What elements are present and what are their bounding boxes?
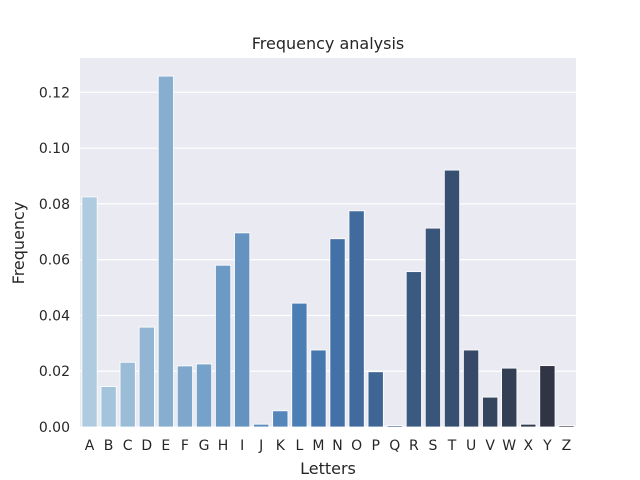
bar-k — [272, 410, 289, 428]
x-tick-label: T — [447, 438, 457, 454]
x-tick-label: H — [218, 438, 229, 454]
x-tick-label: N — [332, 438, 342, 454]
y-tick-labels: 0.00 0.02 0.04 0.06 0.08 0.10 0.12 — [39, 85, 70, 436]
y-tick-label: 0.02 — [39, 364, 70, 380]
bar-j — [253, 423, 270, 428]
bar-f — [176, 365, 193, 428]
x-tick-label: B — [104, 438, 114, 454]
bar-t — [443, 169, 461, 428]
bar-r — [405, 271, 422, 428]
y-tick-label: 0.12 — [39, 85, 70, 101]
bar-w — [501, 367, 518, 428]
chart-title: Frequency analysis — [252, 34, 405, 53]
x-tick-label: A — [85, 438, 95, 454]
x-tick-label: I — [240, 438, 244, 454]
bar-c — [119, 361, 136, 428]
y-axis-label: Frequency — [9, 202, 28, 285]
x-tick-label: M — [312, 438, 324, 454]
bar-u — [463, 349, 480, 428]
x-tick-label: Y — [542, 438, 552, 454]
x-tick-label: J — [258, 438, 263, 454]
y-tick-label: 0.04 — [39, 308, 70, 324]
x-tick-label: D — [141, 438, 152, 454]
bar-b — [100, 386, 117, 428]
y-tick-label: 0.08 — [39, 197, 70, 213]
y-tick-label: 0.00 — [39, 420, 70, 436]
bar-l — [291, 302, 308, 428]
x-tick-label: C — [123, 438, 133, 454]
x-tick-label: X — [524, 438, 534, 454]
x-axis-label: Letters — [300, 459, 356, 478]
x-tick-label: G — [199, 438, 210, 454]
bar-n — [329, 238, 346, 428]
bar-z — [558, 425, 575, 428]
bar-x — [520, 423, 537, 428]
x-tick-label: U — [466, 438, 476, 454]
y-tick-label: 0.06 — [39, 253, 70, 269]
bar-g — [195, 363, 213, 428]
bar-p — [367, 371, 384, 428]
bar-o — [348, 210, 365, 428]
x-tick-label: O — [351, 438, 362, 454]
bar-h — [215, 264, 232, 428]
y-tick-label: 0.10 — [39, 141, 70, 157]
x-tick-label: F — [181, 438, 189, 454]
x-tick-label: W — [502, 438, 516, 454]
bar-y — [539, 365, 556, 428]
bar-a — [81, 196, 98, 428]
bar-q — [386, 425, 403, 428]
bar-s — [424, 227, 441, 428]
x-tick-label: Z — [562, 438, 572, 454]
bar-m — [310, 349, 327, 428]
bar-i — [234, 232, 251, 428]
bar-v — [482, 396, 499, 428]
x-tick-label: K — [276, 438, 286, 454]
x-tick-label: E — [161, 438, 170, 454]
x-tick-label: P — [371, 438, 379, 454]
bar-d — [138, 326, 155, 428]
x-tick-label: R — [409, 438, 419, 454]
x-tick-label: S — [428, 438, 437, 454]
x-tick-label: L — [295, 438, 303, 454]
bars — [81, 75, 575, 428]
bar-e — [157, 75, 174, 428]
x-tick-label: Q — [389, 438, 400, 454]
x-tick-label: V — [485, 438, 495, 454]
